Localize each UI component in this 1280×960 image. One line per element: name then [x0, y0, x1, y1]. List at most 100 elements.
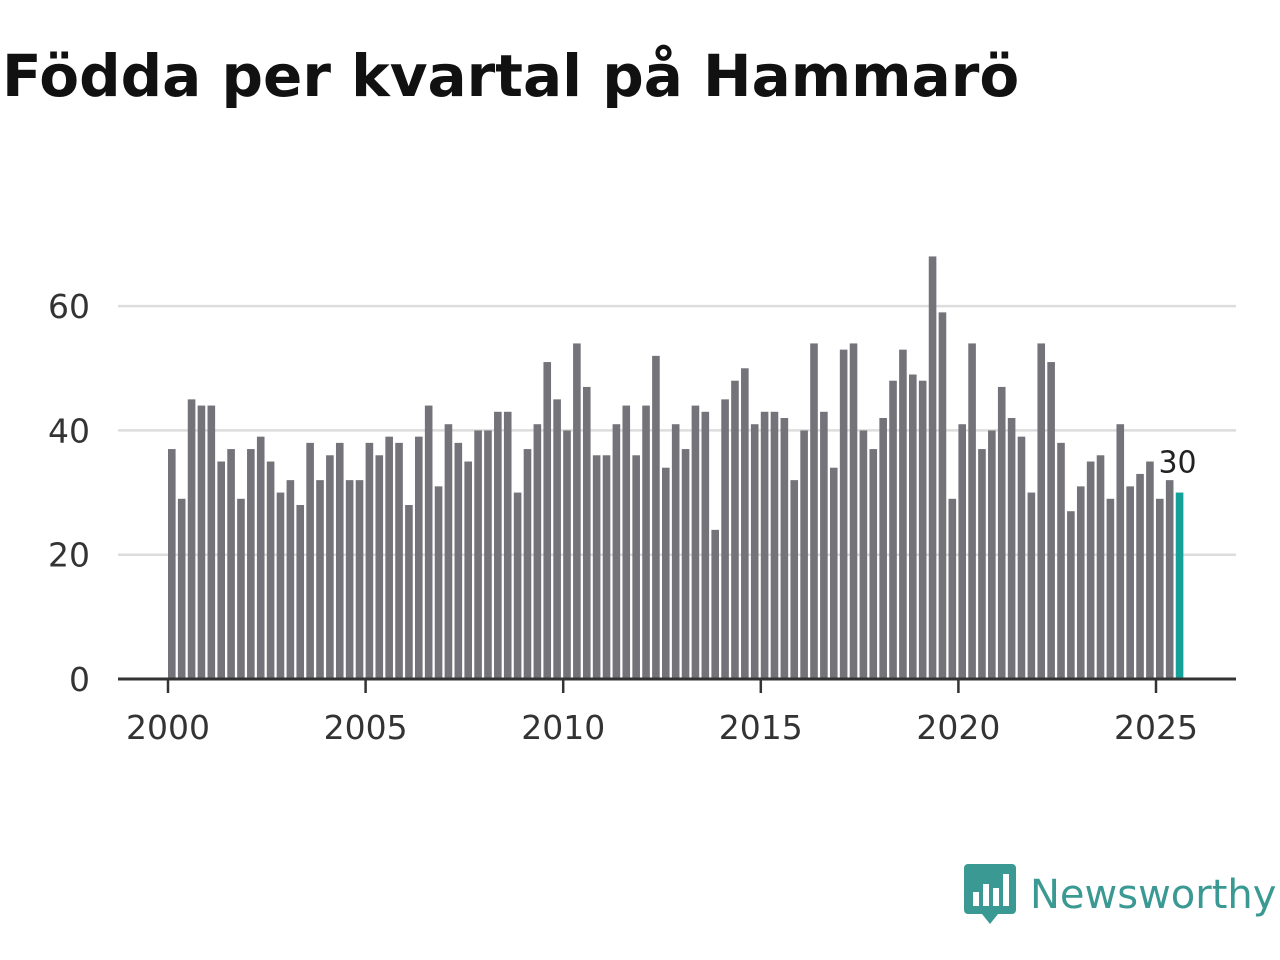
bar-2017-q3 [859, 430, 868, 679]
bar-2008-q1 [484, 430, 492, 679]
bar-2002-q1 [247, 449, 255, 679]
bar-2018-q1 [879, 418, 887, 679]
bar-2019-q1 [918, 380, 927, 679]
bar-2009-q4 [553, 399, 561, 679]
bar-2009-q2 [533, 424, 542, 679]
bar-2020-q2 [968, 343, 976, 679]
bar-2000-q2 [177, 498, 186, 679]
bar-2014-q2 [731, 380, 739, 679]
labels: 0 20 40 60 2000 2005 2010 2015 2020 2025 30 [48, 287, 1198, 747]
newsworthy-logo: Newsworthy [964, 864, 1276, 926]
bar-2013-q1 [681, 449, 690, 679]
bar-2008-q4 [513, 492, 522, 679]
bar-2010-q1 [563, 430, 571, 679]
bar-2002-q2 [256, 436, 265, 679]
bar-2006-q3 [424, 405, 433, 679]
bar-2017-q1 [839, 349, 848, 679]
bar-2001-q3 [227, 449, 235, 679]
bar-2001-q4 [237, 498, 245, 679]
bar-2012-q1 [642, 405, 650, 679]
bar-2014-q4 [750, 424, 759, 679]
bar-2010-q4 [592, 455, 601, 679]
bar-2011-q3 [622, 405, 631, 679]
bar-2016-q3 [820, 411, 828, 679]
bar-2003-q2 [296, 505, 305, 679]
x-tick-label-2010: 2010 [521, 708, 605, 747]
axes [118, 677, 1236, 693]
bar-2015-q1 [760, 411, 769, 679]
last-value-label: 30 [1158, 446, 1196, 481]
bar-2019-q2 [928, 256, 937, 679]
bar-2014-q1 [721, 399, 729, 679]
bar-2018-q4 [909, 374, 917, 679]
bar-2020-q3 [978, 449, 986, 679]
bar-2008-q2 [494, 411, 502, 679]
bar-2004-q2 [335, 442, 344, 679]
bar-2006-q2 [415, 436, 423, 679]
bar-2010-q3 [582, 386, 591, 679]
bar-2003-q1 [286, 480, 295, 679]
bar-2018-q2 [889, 380, 897, 679]
bar-2020-q1 [958, 424, 966, 679]
bar-2013-q4 [711, 529, 719, 679]
bar-2023-q4 [1106, 498, 1115, 679]
bar-2021-q3 [1017, 436, 1026, 679]
bar-2006-q1 [405, 505, 413, 679]
bar-2011-q2 [612, 424, 621, 679]
bar-2017-q4 [869, 449, 878, 679]
bar-2004-q4 [355, 480, 364, 679]
bar-2005-q1 [365, 442, 374, 679]
x-tick-label-2005: 2005 [324, 708, 408, 747]
bar-2010-q2 [573, 343, 581, 679]
x-tick-label-2000: 2000 [126, 708, 210, 747]
bar-2021-q1 [997, 386, 1006, 679]
bar-2017-q2 [849, 343, 858, 679]
bar-2007-q3 [464, 461, 472, 679]
y-tick-label-0: 0 [69, 660, 90, 699]
bar-2024-q3 [1136, 473, 1144, 679]
bar-2004-q3 [345, 480, 354, 679]
bar-2011-q1 [602, 455, 611, 679]
bar-2002-q4 [276, 492, 285, 679]
bar-2005-q2 [375, 455, 384, 679]
bar-2009-q1 [523, 449, 532, 679]
bar-2022-q4 [1067, 511, 1075, 679]
bar-2025-q1 [1156, 498, 1164, 679]
x-tick-label-2020: 2020 [916, 708, 1000, 747]
y-tick-label-60: 60 [48, 287, 90, 326]
bar-2020-q4 [988, 430, 996, 679]
bar-2005-q4 [395, 442, 403, 679]
bar-2009-q3 [543, 362, 552, 679]
bar-2023-q1 [1076, 486, 1085, 679]
bar-2018-q3 [899, 349, 907, 679]
bar-2005-q3 [385, 436, 393, 679]
bar-2000-q4 [197, 405, 206, 679]
bar-2007-q1 [444, 424, 453, 679]
bar-2014-q3 [741, 368, 749, 679]
bar-2013-q3 [701, 411, 710, 679]
bar-2003-q3 [306, 442, 314, 679]
x-tick-label-2025: 2025 [1114, 708, 1198, 747]
bar-2003-q4 [316, 480, 324, 679]
bar-2011-q4 [632, 455, 640, 679]
bar-2016-q2 [810, 343, 818, 679]
bar-2000-q3 [187, 399, 196, 679]
bar-2019-q4 [948, 498, 957, 679]
bar-2007-q4 [474, 430, 482, 679]
bar-2007-q2 [454, 442, 463, 679]
bar-2024-q4 [1146, 461, 1154, 679]
bar-2023-q2 [1086, 461, 1095, 679]
bar-2022-q1 [1037, 343, 1046, 679]
bar-2013-q2 [691, 405, 700, 679]
brand-name: Newsworthy [1030, 872, 1277, 918]
bar-2015-q4 [790, 480, 799, 679]
bar-2016-q1 [800, 430, 808, 679]
bar-2021-q2 [1007, 418, 1016, 679]
bar-2004-q1 [326, 455, 334, 679]
bar-2022-q2 [1047, 362, 1055, 679]
bar-2001-q2 [217, 461, 225, 679]
bar-2012-q2 [652, 355, 660, 679]
bar-2012-q3 [662, 467, 670, 679]
newsworthy-logo-icon [964, 864, 1016, 924]
